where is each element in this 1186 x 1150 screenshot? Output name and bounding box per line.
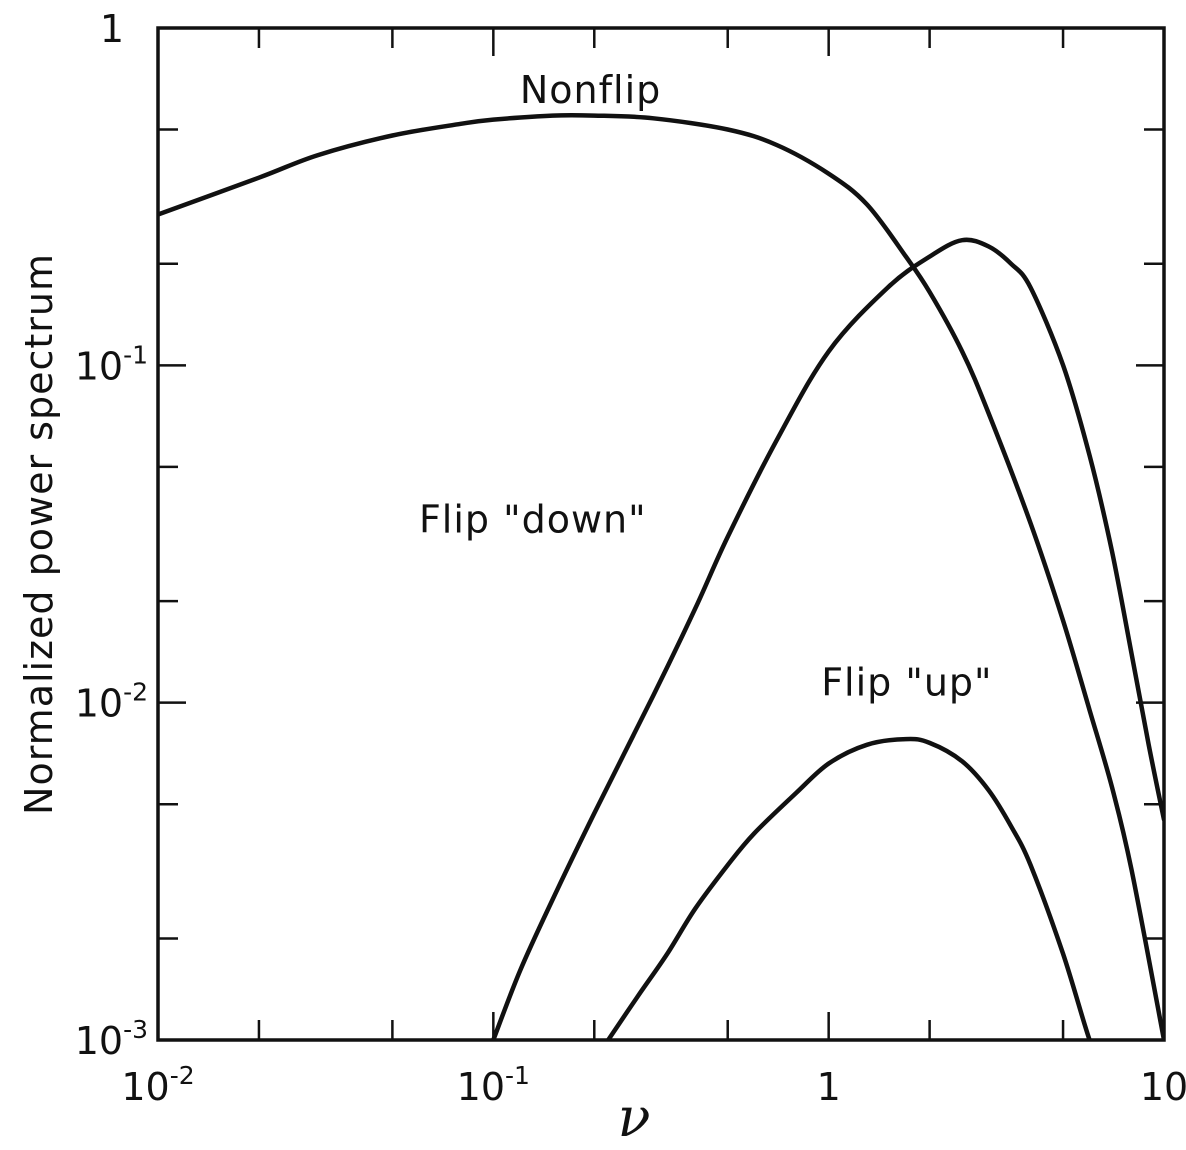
flip-down-curve	[491, 237, 1164, 1040]
curve-labels: Nonflip Flip "down" Flip "up"	[419, 68, 992, 705]
plot-frame	[156, 26, 1166, 1042]
x-tick-labels: 10-2 10-1 1 10	[121, 1061, 1186, 1109]
y-axis-label: Normalized power spectrum	[17, 253, 61, 815]
x-tick-label: 1	[817, 1065, 841, 1109]
y-tick-label: 10-2	[75, 678, 148, 726]
y-tick-label: 1	[100, 7, 124, 51]
x-tick-label: 10	[1140, 1065, 1186, 1109]
nonflip-curve	[158, 112, 1164, 1040]
x-tick-label: 10-1	[457, 1061, 530, 1109]
y-tick-labels: 1 10-1 10-2 10-3	[75, 7, 148, 1063]
axis-ticks	[158, 28, 1164, 1040]
x-axis-label: ν	[618, 1086, 651, 1149]
nonflip-label: Nonflip	[520, 68, 661, 112]
x-tick-label: 10-2	[121, 1061, 194, 1109]
curves	[158, 112, 1164, 1040]
flip-up-curve	[605, 736, 1092, 1040]
flip-up-label: Flip "up"	[821, 661, 992, 705]
y-tick-label: 10-1	[75, 340, 148, 388]
y-tick-label: 10-3	[75, 1015, 148, 1063]
flip-down-label: Flip "down"	[419, 497, 647, 541]
